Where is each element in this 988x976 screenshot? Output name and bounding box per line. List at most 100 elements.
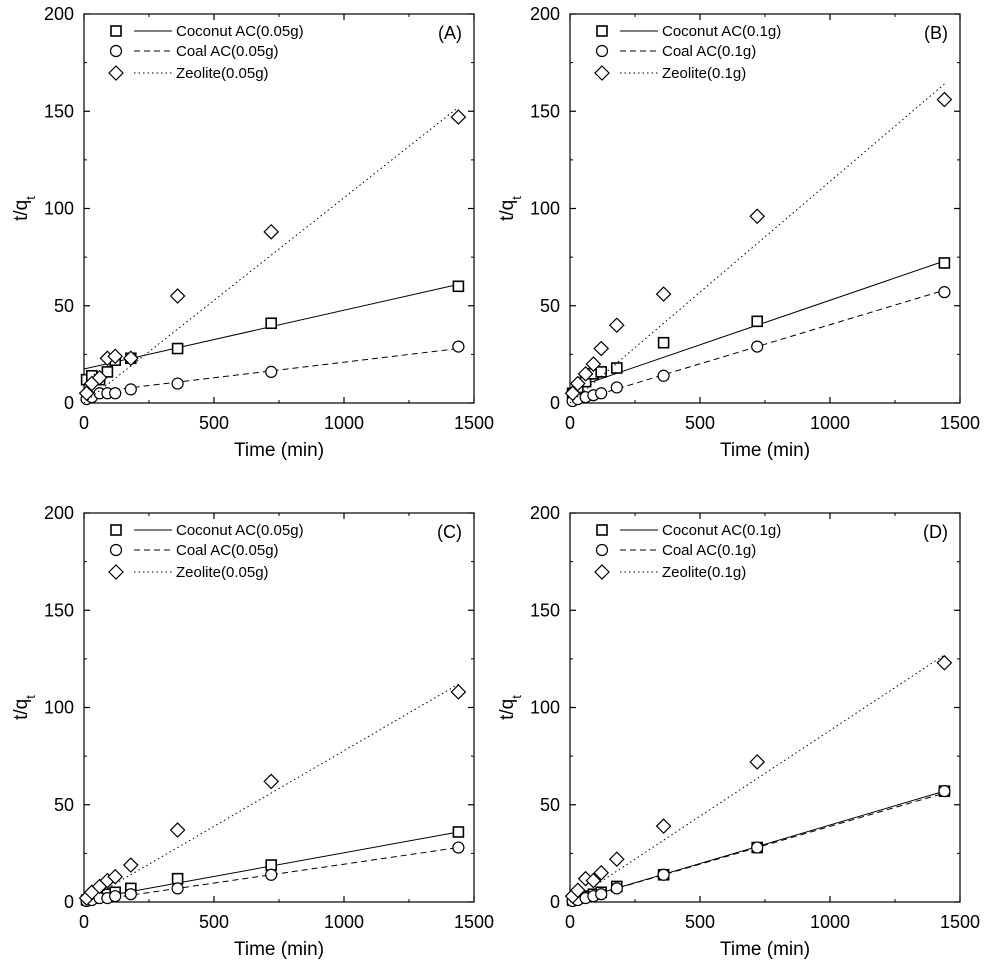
panel-label: (B) xyxy=(924,23,948,43)
y-tick-label: 150 xyxy=(44,101,74,121)
x-tick-label: 500 xyxy=(199,413,229,433)
legend-entry: Zeolite(0.1g) xyxy=(594,564,746,581)
x-tick-label: 1000 xyxy=(324,413,364,433)
legend-entry: Coal AC(0.05g) xyxy=(109,43,279,60)
data-point xyxy=(109,387,122,400)
data-point xyxy=(751,315,764,328)
data-point xyxy=(595,888,608,901)
legend-entry: Coconut AC(0.1g) xyxy=(596,23,781,40)
y-axis-label-main: t/q xyxy=(11,200,32,221)
data-point xyxy=(936,91,953,108)
legend-entry: Zeolite(0.1g) xyxy=(594,65,746,82)
legend-entry: Coconut AC(0.05g) xyxy=(110,23,304,40)
data-point xyxy=(169,822,186,838)
series-square xyxy=(566,257,951,400)
legend-marker xyxy=(108,65,124,81)
y-tick-label: 200 xyxy=(44,503,74,523)
legend-label: Zeolite(0.1g) xyxy=(662,564,746,581)
y-axis-label-subscript: t xyxy=(23,196,38,200)
data-point xyxy=(452,841,465,854)
y-tick-label: 50 xyxy=(54,296,74,316)
x-tick-label: 1500 xyxy=(454,413,494,433)
data-point xyxy=(452,280,465,293)
x-tick-label: 500 xyxy=(685,413,715,433)
legend-entry: Coal AC(0.1g) xyxy=(595,43,756,60)
data-point xyxy=(171,377,184,390)
series-square xyxy=(80,826,465,906)
legend-label: Coconut AC(0.05g) xyxy=(176,23,304,40)
data-point xyxy=(265,868,278,881)
y-tick-label: 0 xyxy=(64,892,74,912)
x-axis-label: Time (min) xyxy=(720,939,810,960)
data-point xyxy=(593,864,610,881)
fit-line xyxy=(83,847,459,903)
x-tick-label: 0 xyxy=(79,912,89,932)
x-axis-label: Time (min) xyxy=(234,939,324,960)
legend-entry: Coconut AC(0.1g) xyxy=(596,522,781,539)
data-point xyxy=(936,654,953,671)
data-point xyxy=(78,385,95,402)
x-tick-label: 1000 xyxy=(810,912,850,932)
legend-entry: Zeolite(0.05g) xyxy=(108,65,269,82)
data-point xyxy=(109,890,122,903)
y-tick-label: 100 xyxy=(530,698,560,718)
data-point xyxy=(938,257,951,269)
y-tick-label: 50 xyxy=(540,296,560,316)
data-point xyxy=(749,208,766,225)
y-tick-label: 200 xyxy=(44,4,74,24)
y-axis-label-subscript: t xyxy=(509,196,524,200)
legend-marker xyxy=(109,543,123,557)
data-point xyxy=(450,109,467,125)
y-axis-label: t/qt xyxy=(11,196,38,221)
legend-entry: Coconut AC(0.05g) xyxy=(110,522,304,539)
x-tick-label: 1000 xyxy=(324,912,364,932)
chart-panel-d: 0 500 1000 1500 0 50 100 150 200 Time (min) t/qt (D… xyxy=(497,503,980,960)
legend-label: Coal AC(0.1g) xyxy=(662,43,756,60)
legend-label: Coconut AC(0.1g) xyxy=(662,522,781,539)
y-axis-label-subscript: t xyxy=(509,695,524,699)
data-point xyxy=(265,317,278,330)
series-circle xyxy=(80,841,465,908)
data-point xyxy=(569,375,586,392)
x-tick-label: 1000 xyxy=(810,413,850,433)
legend-label: Zeolite(0.05g) xyxy=(176,65,269,82)
x-tick-label: 1500 xyxy=(940,912,980,932)
legend-entry: Coal AC(0.05g) xyxy=(109,542,279,559)
data-point xyxy=(569,882,586,899)
chart-panel-b: 0 500 1000 1500 0 50 100 150 200 Time (min) t/qt (B… xyxy=(497,4,980,461)
legend-label: Coal AC(0.05g) xyxy=(176,43,279,60)
data-point xyxy=(751,340,764,353)
legend-label: Coal AC(0.05g) xyxy=(176,542,279,559)
legend-marker xyxy=(595,543,609,557)
y-axis-label: t/qt xyxy=(11,695,38,720)
panel-label: (A) xyxy=(438,23,462,43)
legend-label: Coconut AC(0.1g) xyxy=(662,23,781,40)
data-point xyxy=(593,340,610,357)
data-point xyxy=(610,362,623,374)
y-tick-label: 50 xyxy=(54,795,74,815)
fit-line xyxy=(569,654,945,903)
data-point xyxy=(452,340,465,353)
data-point xyxy=(107,348,124,365)
data-point xyxy=(657,369,670,382)
data-point xyxy=(938,785,951,798)
data-point xyxy=(91,369,108,386)
plot-frame xyxy=(83,13,475,404)
y-tick-label: 150 xyxy=(44,600,74,620)
y-tick-label: 100 xyxy=(44,199,74,219)
legend-label: Zeolite(0.05g) xyxy=(176,564,269,581)
data-point xyxy=(564,385,581,402)
x-tick-label: 0 xyxy=(565,912,575,932)
y-axis-label-subscript: t xyxy=(23,695,38,699)
plot-frame xyxy=(569,512,961,903)
data-point xyxy=(595,387,608,400)
data-point xyxy=(265,365,278,378)
chart-panel-a: 0 500 1000 1500 0 50 100 150 200 Time (min) t/qt (A… xyxy=(11,4,494,461)
data-point xyxy=(107,868,124,885)
data-point xyxy=(608,851,625,868)
x-tick-label: 0 xyxy=(79,413,89,433)
fit-line xyxy=(83,106,459,404)
data-point xyxy=(655,286,672,302)
legend-marker xyxy=(596,524,608,536)
